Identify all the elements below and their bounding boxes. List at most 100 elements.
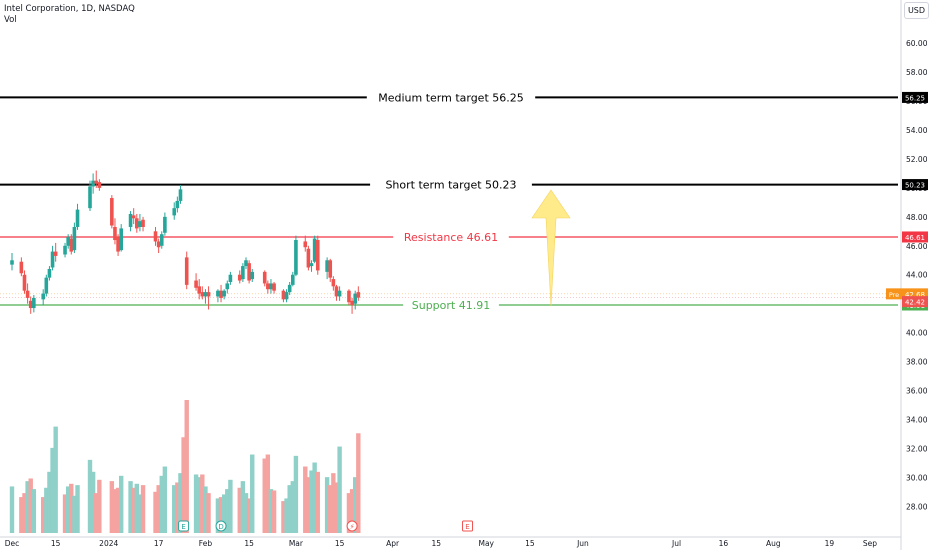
candle-body[interactable] xyxy=(337,290,342,297)
time-tick-label: Jun xyxy=(576,539,589,548)
medium-target-price-badge xyxy=(902,91,928,103)
candle-body[interactable] xyxy=(66,237,70,246)
candle-body[interactable] xyxy=(306,248,311,268)
candle-body[interactable] xyxy=(44,277,49,294)
candle-body[interactable] xyxy=(172,208,177,216)
candle-body[interactable] xyxy=(266,283,270,290)
price-tick-label: 28.00 xyxy=(906,502,928,511)
candle-body[interactable] xyxy=(156,241,161,248)
candle-body[interactable] xyxy=(334,286,339,297)
candle-body[interactable] xyxy=(269,283,273,290)
volume-bar xyxy=(203,486,208,533)
candle-body[interactable] xyxy=(175,200,180,209)
candle-body[interactable] xyxy=(32,297,36,309)
candle-body[interactable] xyxy=(294,240,298,275)
candle-body[interactable] xyxy=(291,274,295,285)
medium-target-price-badge-text: 56.25 xyxy=(905,94,925,102)
candle-body[interactable] xyxy=(22,274,27,291)
candle-body[interactable] xyxy=(135,218,139,229)
dividend-marker[interactable] xyxy=(215,520,227,532)
volume-bar xyxy=(225,489,230,533)
candle-body[interactable] xyxy=(203,292,208,297)
currency-button[interactable]: USD xyxy=(904,2,929,19)
candle-body[interactable] xyxy=(303,241,308,248)
candle-body[interactable] xyxy=(159,234,164,246)
candle-body[interactable] xyxy=(110,198,114,226)
candle-body[interactable] xyxy=(94,180,99,184)
candle-body[interactable] xyxy=(138,221,142,227)
candle-body[interactable] xyxy=(219,290,223,298)
candle-body[interactable] xyxy=(184,257,189,285)
candle-body[interactable] xyxy=(247,263,251,281)
candle-body[interactable] xyxy=(91,180,95,187)
candle-body[interactable] xyxy=(41,293,45,300)
earnings-marker[interactable] xyxy=(462,520,474,532)
earnings-marker[interactable] xyxy=(178,520,190,532)
candle-body[interactable] xyxy=(153,231,158,242)
candle-body[interactable] xyxy=(216,290,220,297)
candle-body[interactable] xyxy=(328,260,333,278)
candle-body[interactable] xyxy=(116,237,120,252)
volume-bar xyxy=(309,470,314,533)
time-tick-label: 16 xyxy=(719,539,729,548)
volume-bar xyxy=(246,498,252,533)
candle-body[interactable] xyxy=(237,274,242,281)
candle-body[interactable] xyxy=(272,283,276,291)
candle-body[interactable] xyxy=(287,284,292,293)
candle-body[interactable] xyxy=(244,260,248,267)
candle-body[interactable] xyxy=(47,268,52,278)
candle-body[interactable] xyxy=(206,292,211,297)
split-marker[interactable] xyxy=(346,520,358,532)
short-target-price-badge-text: 50.23 xyxy=(905,182,925,190)
candle-body[interactable] xyxy=(347,290,351,303)
candle-body[interactable] xyxy=(72,226,77,251)
candle-body[interactable] xyxy=(19,261,24,274)
candle-body[interactable] xyxy=(228,274,233,282)
volume-bar xyxy=(281,501,286,533)
candle-body[interactable] xyxy=(222,290,226,297)
candle-body[interactable] xyxy=(75,209,80,227)
volume-bar xyxy=(262,458,267,533)
candle-body[interactable] xyxy=(309,263,314,267)
price-tick-label: 52.00 xyxy=(906,155,928,164)
candle-body[interactable] xyxy=(281,290,286,300)
candle-body[interactable] xyxy=(88,186,92,209)
candle-body[interactable] xyxy=(10,260,14,265)
candle-body[interactable] xyxy=(312,238,317,262)
candle-body[interactable] xyxy=(69,238,74,252)
candle-body[interactable] xyxy=(28,300,33,309)
volume-bar xyxy=(353,477,358,533)
candle-body[interactable] xyxy=(353,293,357,304)
candle-body[interactable] xyxy=(163,216,167,233)
candle-body[interactable] xyxy=(241,266,245,280)
volume-bar xyxy=(184,400,189,533)
candle-body[interactable] xyxy=(262,271,267,284)
candle-body[interactable] xyxy=(331,279,336,287)
candle-body[interactable] xyxy=(119,228,123,251)
volume-bar xyxy=(271,490,277,533)
candle-body[interactable] xyxy=(284,292,289,300)
candle-body[interactable] xyxy=(250,271,255,280)
candle-body[interactable] xyxy=(200,292,205,297)
candle-body[interactable] xyxy=(63,245,67,255)
candle-body[interactable] xyxy=(325,260,329,272)
candle-body[interactable] xyxy=(350,300,354,306)
candle-body[interactable] xyxy=(53,251,58,256)
candle-body[interactable] xyxy=(178,189,183,201)
candle-body[interactable] xyxy=(128,213,133,227)
candle-body[interactable] xyxy=(197,286,201,294)
candle-body[interactable] xyxy=(97,182,102,188)
volume-bar xyxy=(156,485,161,533)
candle-body[interactable] xyxy=(356,292,361,298)
volume-bar xyxy=(265,454,271,533)
candle-body[interactable] xyxy=(225,283,230,290)
candle-body[interactable] xyxy=(141,219,145,227)
candle-body[interactable] xyxy=(50,251,55,268)
candle-body[interactable] xyxy=(194,280,198,288)
volume-bar xyxy=(90,471,96,533)
candle-body[interactable] xyxy=(315,240,320,271)
candle-body[interactable] xyxy=(131,215,136,219)
candle-body[interactable] xyxy=(25,290,30,298)
candle-body[interactable] xyxy=(113,226,117,241)
